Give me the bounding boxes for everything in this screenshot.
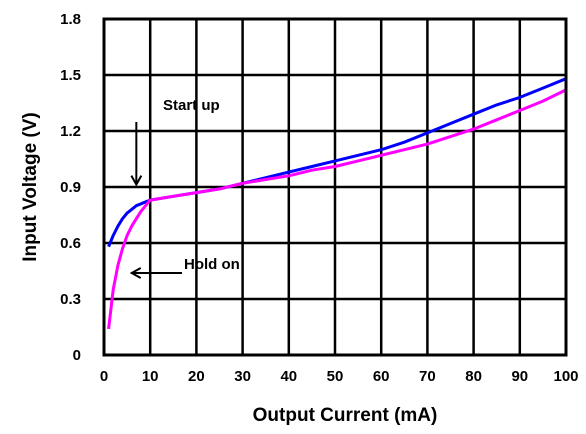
x-tick-label: 80 <box>465 368 482 385</box>
x-tick-label: 60 <box>373 368 390 385</box>
annotations: Start up Hold on <box>129 97 240 279</box>
series-layer <box>107 77 567 330</box>
y-axis-title: Input Voltage (V) <box>20 112 41 262</box>
x-tick-label: 40 <box>280 368 297 385</box>
y-tick-label: 1.2 <box>60 123 81 140</box>
annotation-hold-on: Hold on <box>184 256 240 273</box>
y-tick-label: 0.3 <box>60 291 81 308</box>
x-tick-label: 30 <box>234 368 251 385</box>
y-tick-label: 0 <box>73 347 81 364</box>
x-tick-label: 10 <box>142 368 159 385</box>
x-tick-label: 90 <box>511 368 528 385</box>
x-tick-label: 0 <box>100 368 108 385</box>
x-tick-labels: 0 10 20 30 40 50 60 70 80 90 100 <box>100 368 579 385</box>
y-tick-label: 1.8 <box>60 11 81 28</box>
arrow-down-icon <box>130 122 143 187</box>
y-tick-label: 0.9 <box>60 179 81 196</box>
grid-lines <box>102 17 568 357</box>
y-tick-label: 1.5 <box>60 67 81 84</box>
y-tick-labels: 0 0.3 0.6 0.9 1.2 1.5 1.8 <box>60 11 81 364</box>
x-tick-label: 100 <box>553 368 578 385</box>
x-tick-label: 50 <box>327 368 344 385</box>
annotation-start-up: Start up <box>163 97 220 114</box>
series-line-1 <box>107 88 567 330</box>
x-tick-label: 20 <box>188 368 205 385</box>
plot-border <box>102 17 568 357</box>
x-tick-label: 70 <box>419 368 436 385</box>
arrow-left-icon <box>129 267 182 279</box>
x-axis-title: Output Current (mA) <box>253 405 438 426</box>
y-tick-label: 0.6 <box>60 235 81 252</box>
